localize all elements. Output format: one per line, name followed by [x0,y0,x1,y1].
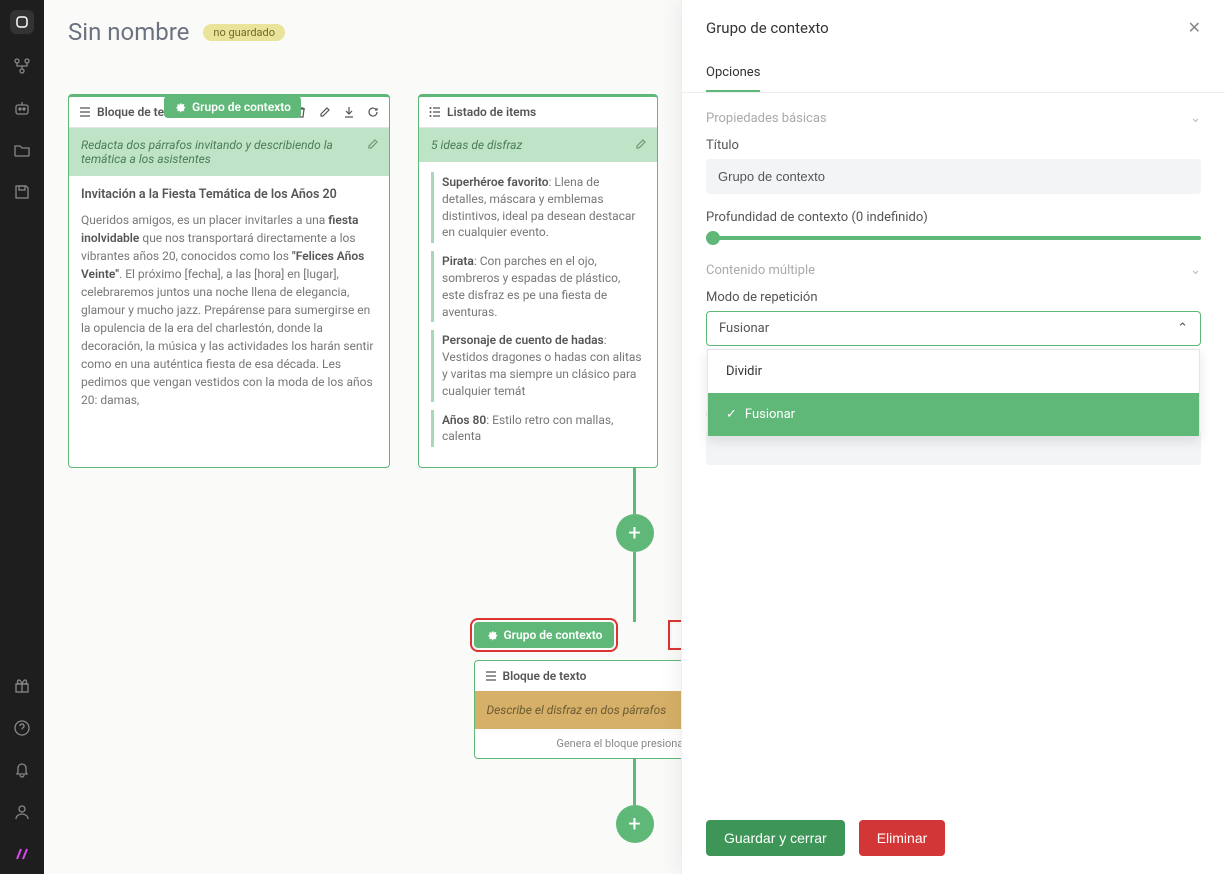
flow-icon[interactable] [12,56,32,76]
add-node-button[interactable]: + [616,514,654,552]
tab-options[interactable]: Opciones [706,55,760,92]
title-field-label: Título [706,138,1201,153]
delete-button[interactable]: Eliminar [859,820,946,856]
repeat-mode-label: Modo de repetición [706,290,1201,305]
title-input[interactable] [706,159,1201,194]
pencil-icon[interactable] [635,138,647,150]
lines-icon [485,670,497,682]
lines-icon [79,106,91,118]
robot-icon[interactable] [12,98,32,118]
text-block[interactable]: Bloque de texto Redacta dos párrafos inv… [68,94,390,468]
repeat-mode-select[interactable]: Fusionar ⌃ Dividir ✓ Fusionar [706,311,1201,346]
brand-icon[interactable] [12,844,32,864]
properties-panel: Grupo de contexto ✕ Opciones Propiedades… [681,0,1225,874]
chevron-down-icon: ⌄ [1190,263,1201,278]
list-icon [429,106,441,118]
list-item: Superhéroe favorito: Llena de detalles, … [431,172,645,243]
dropdown-option-dividir[interactable]: Dividir [708,350,1199,393]
list-content: Superhéroe favorito: Llena de detalles, … [419,162,657,467]
depth-field-label: Profundidad de contexto (0 indefinido) [706,210,1201,225]
chevron-up-icon: ⌃ [1177,321,1188,336]
app-logo-icon[interactable] [10,10,34,34]
dropdown-option-fusionar[interactable]: ✓ Fusionar [708,393,1199,436]
check-icon: ✓ [726,407,737,422]
edit-icon[interactable] [319,106,331,118]
context-group-label[interactable]: Grupo de contexto [164,96,301,118]
chevron-down-icon: ⌄ [1190,111,1201,126]
help-icon[interactable] [12,718,32,738]
gear-icon [486,629,498,641]
section-multiple-content[interactable]: Contenido múltiple ⌄ [706,263,1201,278]
block-prompt: 5 ideas de disfraz [419,128,657,162]
add-node-button[interactable]: + [616,805,654,843]
unsaved-badge: no guardado [203,24,285,41]
close-icon[interactable]: ✕ [1188,18,1201,37]
repeat-mode-dropdown: Dividir ✓ Fusionar [707,349,1200,437]
list-item: Pirata: Con parches en el ojo, sombreros… [431,251,645,322]
list-item: Años 80: Estilo retro con mallas, calent… [431,410,645,448]
gear-icon [174,101,186,113]
page-title: Sin nombre [68,18,189,46]
bell-icon[interactable] [12,760,32,780]
depth-slider[interactable] [706,231,1201,245]
block-prompt: Redacta dos párrafos invitando y describ… [69,128,389,176]
gift-icon[interactable] [12,676,32,696]
pencil-icon[interactable] [367,138,379,150]
panel-title: Grupo de contexto [706,19,829,37]
list-item: Personaje de cuento de hadas: Vestidos d… [431,330,645,401]
section-basic-properties[interactable]: Propiedades básicas ⌄ [706,111,1201,126]
user-icon[interactable] [12,802,32,822]
block-content: Invitación a la Fiesta Temática de los A… [69,176,389,421]
folder-icon[interactable] [12,140,32,160]
nav-sidebar [0,0,44,874]
refresh-icon[interactable] [367,106,379,118]
save-close-button[interactable]: Guardar y cerrar [706,820,845,856]
context-group-label-2[interactable]: Grupo de contexto [474,622,615,648]
list-block[interactable]: Listado de items 5 ideas de disfraz Supe… [418,94,658,468]
save-icon[interactable] [12,182,32,202]
download-icon[interactable] [343,106,355,118]
